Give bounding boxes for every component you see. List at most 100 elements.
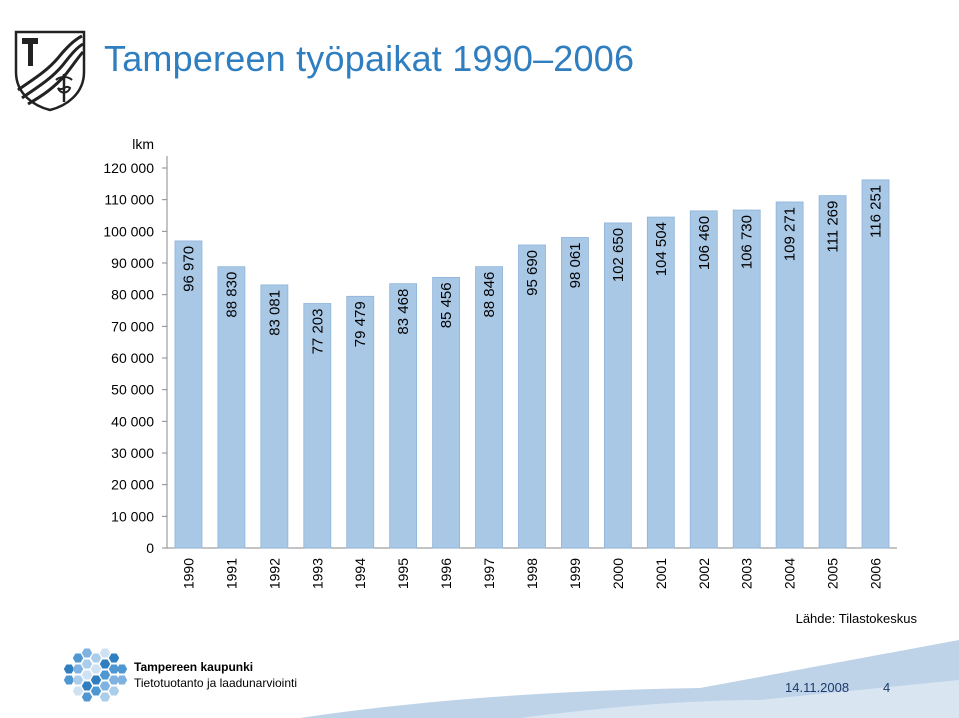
- bar: [518, 244, 546, 549]
- hexagon-cell: [108, 653, 120, 663]
- bar: [389, 283, 418, 549]
- bar-value-label: 85 456: [438, 282, 455, 328]
- x-tick-label: 1998: [524, 558, 540, 589]
- x-tick-label: 1993: [309, 558, 325, 589]
- hexagon-cell: [63, 664, 75, 674]
- x-tick-label: 1996: [438, 558, 454, 589]
- bar-value-label: 111 269: [825, 201, 842, 253]
- x-tick-label: 2000: [610, 558, 626, 589]
- bar-value-label: 79 479: [352, 301, 369, 347]
- bar-value-label: 96 970: [180, 246, 197, 292]
- org-unit: Tietotuotanto ja laadunarviointi: [134, 676, 297, 690]
- x-tick-label: 1999: [567, 558, 583, 589]
- hexagon-cell: [72, 675, 84, 685]
- bar: [303, 303, 332, 549]
- y-axis-label: lkm: [132, 136, 154, 152]
- bar-value-label: 77 203: [309, 309, 326, 355]
- x-tick-label: 2003: [739, 558, 755, 589]
- hexagon-cell: [90, 664, 102, 674]
- bar: [217, 266, 246, 549]
- x-tick-label: 1992: [266, 558, 282, 589]
- page-title: Tampereen työpaikat 1990–2006: [104, 38, 635, 79]
- hexagon-cell: [108, 686, 120, 696]
- bar-value-label: 83 081: [266, 290, 283, 336]
- hexagon-cell: [72, 686, 84, 696]
- x-tick-label: 1997: [481, 558, 497, 589]
- hexagon-cell: [108, 664, 120, 674]
- x-tick-label: 2001: [653, 558, 669, 589]
- bar: [689, 210, 718, 549]
- y-tick-label: 0: [146, 540, 154, 556]
- hexagon-cell: [81, 681, 93, 691]
- hexagon-cell: [116, 675, 127, 685]
- y-tick-label: 70 000: [111, 318, 154, 334]
- org-name: Tampereen kaupunki: [134, 660, 254, 674]
- bar-value-label: 116 251: [868, 185, 885, 238]
- hexagon-cell: [90, 653, 102, 663]
- hexagon-cell: [63, 675, 75, 685]
- y-tick-label: 90 000: [111, 255, 154, 271]
- bar: [475, 266, 503, 549]
- x-tick-label: 2004: [782, 558, 798, 589]
- y-tick-label: 110 000: [104, 192, 154, 208]
- bar-value-label: 98 061: [567, 242, 584, 288]
- bar: [775, 201, 804, 549]
- bar: [818, 195, 847, 549]
- bar-value-label: 102 650: [610, 228, 627, 282]
- bar-value-label: 88 830: [223, 272, 240, 318]
- hexagon-cell: [81, 670, 93, 680]
- y-tick-label: 30 000: [111, 445, 154, 461]
- bar: [260, 284, 289, 549]
- coat-of-arms-icon: [14, 30, 86, 112]
- bar: [561, 237, 589, 549]
- bar-value-label: 106 460: [696, 216, 713, 270]
- bar-value-label: 88 846: [481, 272, 498, 318]
- hexagon-cell: [90, 675, 102, 685]
- y-tick-label: 80 000: [111, 287, 154, 303]
- hexagon-cell: [99, 670, 111, 680]
- footer-date: 14.11.2008: [785, 680, 850, 695]
- bar: [174, 240, 203, 549]
- bar: [732, 209, 761, 549]
- bar: [861, 179, 890, 549]
- hexagon-cell: [81, 648, 93, 658]
- source-note: Lähde: Tilastokeskus: [795, 611, 917, 626]
- y-tick-label: 40 000: [111, 413, 154, 429]
- hexagon-cluster-logo-icon: [63, 648, 127, 702]
- bar: [432, 276, 461, 549]
- y-tick-label: 50 000: [111, 382, 154, 398]
- hexagon-cell: [116, 664, 127, 674]
- hexagon-cell: [99, 681, 111, 691]
- y-tick-label: 60 000: [111, 350, 154, 366]
- bar-value-label: 106 730: [739, 215, 756, 269]
- bar-value-label: 95 690: [524, 250, 541, 296]
- hexagon-cell: [108, 675, 120, 685]
- hexagon-cell: [99, 648, 111, 658]
- y-tick-label: 100 000: [103, 223, 154, 239]
- y-tick-label: 10 000: [111, 508, 154, 524]
- y-tick-label: 120 000: [103, 160, 154, 176]
- x-tick-label: 1991: [223, 558, 239, 589]
- x-tick-label: 2006: [868, 558, 884, 589]
- bar-value-label: 104 504: [653, 222, 670, 276]
- bar: [603, 222, 632, 549]
- hexagon-cell: [99, 692, 111, 702]
- bar: [646, 216, 675, 549]
- hexagon-cell: [72, 664, 84, 674]
- hexagon-cell: [81, 692, 93, 702]
- x-tick-label: 1995: [395, 558, 411, 589]
- page-number: 4: [883, 680, 891, 695]
- bar: [346, 295, 375, 549]
- y-tick-label: 20 000: [111, 477, 154, 493]
- x-tick-label: 2005: [825, 558, 841, 589]
- bar-value-label: 109 271: [782, 207, 799, 261]
- hexagon-cell: [99, 659, 111, 669]
- bar-value-label: 83 468: [395, 289, 412, 335]
- x-tick-label: 2002: [696, 558, 712, 589]
- hexagon-cell: [81, 659, 93, 669]
- x-tick-label: 1994: [352, 558, 368, 589]
- x-tick-label: 1990: [180, 558, 196, 589]
- hexagon-cell: [90, 686, 102, 696]
- hexagon-cell: [72, 653, 84, 663]
